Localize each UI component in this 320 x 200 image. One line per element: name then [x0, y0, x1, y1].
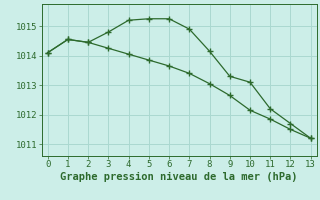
X-axis label: Graphe pression niveau de la mer (hPa): Graphe pression niveau de la mer (hPa) [60, 172, 298, 182]
